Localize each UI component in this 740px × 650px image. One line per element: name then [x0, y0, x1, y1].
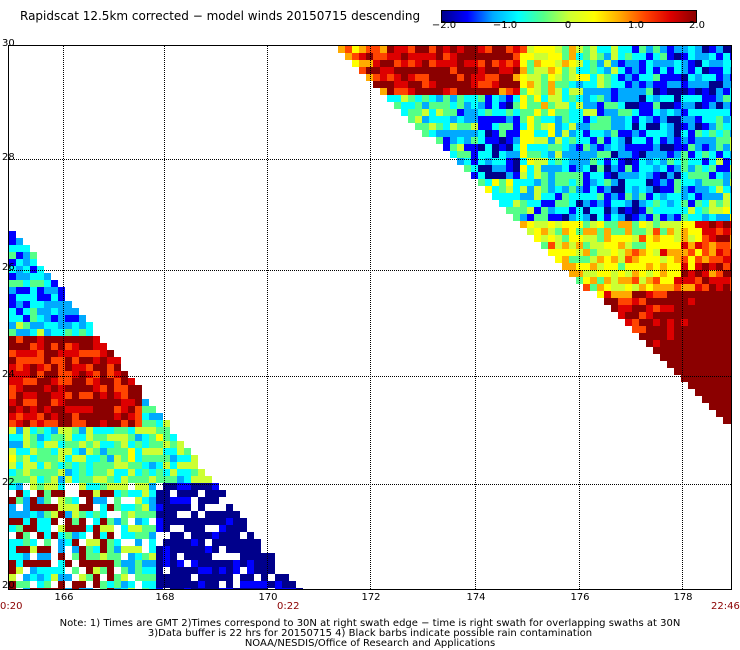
latitude-gridline [9, 270, 731, 271]
footnote-credit: NOAA/NESDIS/Office of Research and Appli… [244, 638, 496, 649]
longitude-gridline [164, 46, 165, 589]
longitude-gridline [370, 46, 371, 589]
colorbar [441, 10, 697, 23]
colorbar-tick-label: −1.0 [492, 20, 518, 31]
latitude-label: 26 [2, 262, 15, 273]
colorbar-tick-label: 1.0 [628, 20, 644, 31]
colorbar-tick-label: 0 [564, 20, 572, 31]
longitude-label: 178 [673, 592, 693, 603]
colorbar-tick-label: −2.0 [431, 20, 457, 31]
swath-data-layer [9, 46, 731, 589]
swath-time-left: 0:20 [0, 601, 23, 612]
longitude-gridline [682, 46, 683, 589]
longitude-label: 176 [570, 592, 590, 603]
longitude-label: 170 [258, 592, 278, 603]
colorbar-tick-label: 2.0 [689, 20, 705, 31]
longitude-gridline [63, 46, 64, 589]
latitude-gridline [9, 484, 731, 485]
swath-time-middle: 0:22 [277, 601, 300, 612]
longitude-gridline [267, 46, 268, 589]
longitude-label: 174 [466, 592, 486, 603]
map-title: Rapidscat 12.5km corrected − model winds… [20, 9, 421, 23]
longitude-gridline [475, 46, 476, 589]
latitude-label: 28 [2, 152, 15, 163]
longitude-label: 166 [54, 592, 74, 603]
longitude-label: 172 [361, 592, 381, 603]
footnote-line-2: 3)Data buffer is 22 hrs for 20150715 4) … [147, 628, 593, 639]
longitude-label: 168 [155, 592, 175, 603]
latitude-label: 24 [2, 369, 15, 380]
latitude-label: 30 [2, 38, 15, 49]
latitude-label: 20 [2, 580, 15, 591]
swath-time-right: 22:46 [711, 601, 740, 612]
latitude-gridline [9, 376, 731, 377]
wind-difference-map [8, 45, 732, 590]
latitude-label: 22 [2, 477, 15, 488]
latitude-gridline [9, 159, 731, 160]
footnote-line-1: Note: 1) Times are GMT 2)Times correspon… [59, 618, 681, 629]
longitude-gridline [579, 46, 580, 589]
